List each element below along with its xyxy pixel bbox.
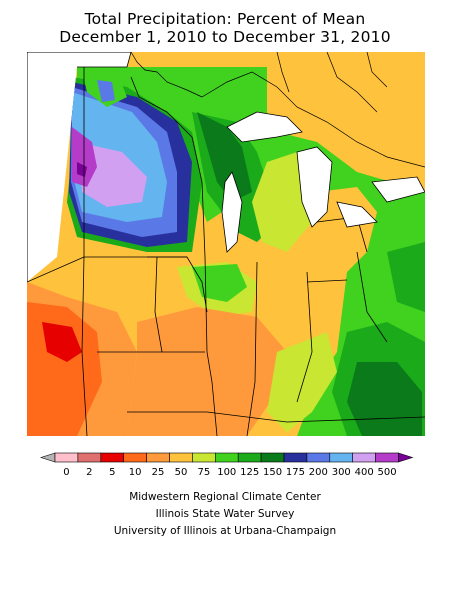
legend-swatch: [215, 452, 239, 463]
legend-swatch: [375, 452, 399, 463]
legend-label: 125: [240, 467, 259, 478]
legend-below-arrow: [40, 452, 56, 463]
map-date-range: December 1, 2010 to December 31, 2010: [59, 28, 391, 46]
great-lakes: [221, 111, 425, 253]
legend-swatch: [352, 452, 376, 463]
legend-label: 300: [332, 467, 351, 478]
legend-label: 175: [286, 467, 305, 478]
legend-label: 2: [86, 467, 92, 478]
legend-label: 5: [109, 467, 115, 478]
legend-swatch: [306, 452, 331, 463]
legend-swatch: [192, 452, 216, 463]
legend-swatch: [54, 452, 79, 463]
state-boundaries: [27, 52, 425, 436]
legend-swatch: [260, 452, 285, 463]
legend-label: 0: [63, 467, 69, 478]
legend-swatch: [123, 452, 147, 463]
legend-label: 200: [309, 467, 328, 478]
legend-swatch: [169, 452, 193, 463]
credit-line-3: University of Illinois at Urbana-Champai…: [113, 525, 337, 537]
coastlines: [130, 52, 425, 168]
legend-label: 100: [217, 467, 236, 478]
credit-line-1: Midwestern Regional Climate Center: [129, 491, 321, 503]
legend-label: 500: [378, 467, 397, 478]
legend-swatch: [146, 452, 170, 463]
legend-swatch: [77, 452, 102, 463]
legend-label: 400: [355, 467, 374, 478]
legend-swatch: [329, 452, 353, 463]
color-scale-legend: 0 2 5 10 25 50 75 100 125 150 175 200 300 400 500: [40, 452, 414, 478]
map-title: Total Precipitation: Percent of Mean: [84, 10, 366, 28]
legend-label: 25: [152, 467, 165, 478]
legend-swatch: [100, 452, 125, 463]
legend-label: 75: [197, 467, 210, 478]
legend-swatch: [237, 452, 262, 463]
legend-label: 10: [129, 467, 142, 478]
legend-above-arrow: [398, 452, 414, 463]
legend-label: 50: [175, 467, 188, 478]
precipitation-map: [27, 52, 425, 436]
legend-swatch: [283, 452, 308, 463]
credit-line-2: Illinois State Water Survey: [155, 508, 295, 520]
legend-label: 150: [263, 467, 282, 478]
